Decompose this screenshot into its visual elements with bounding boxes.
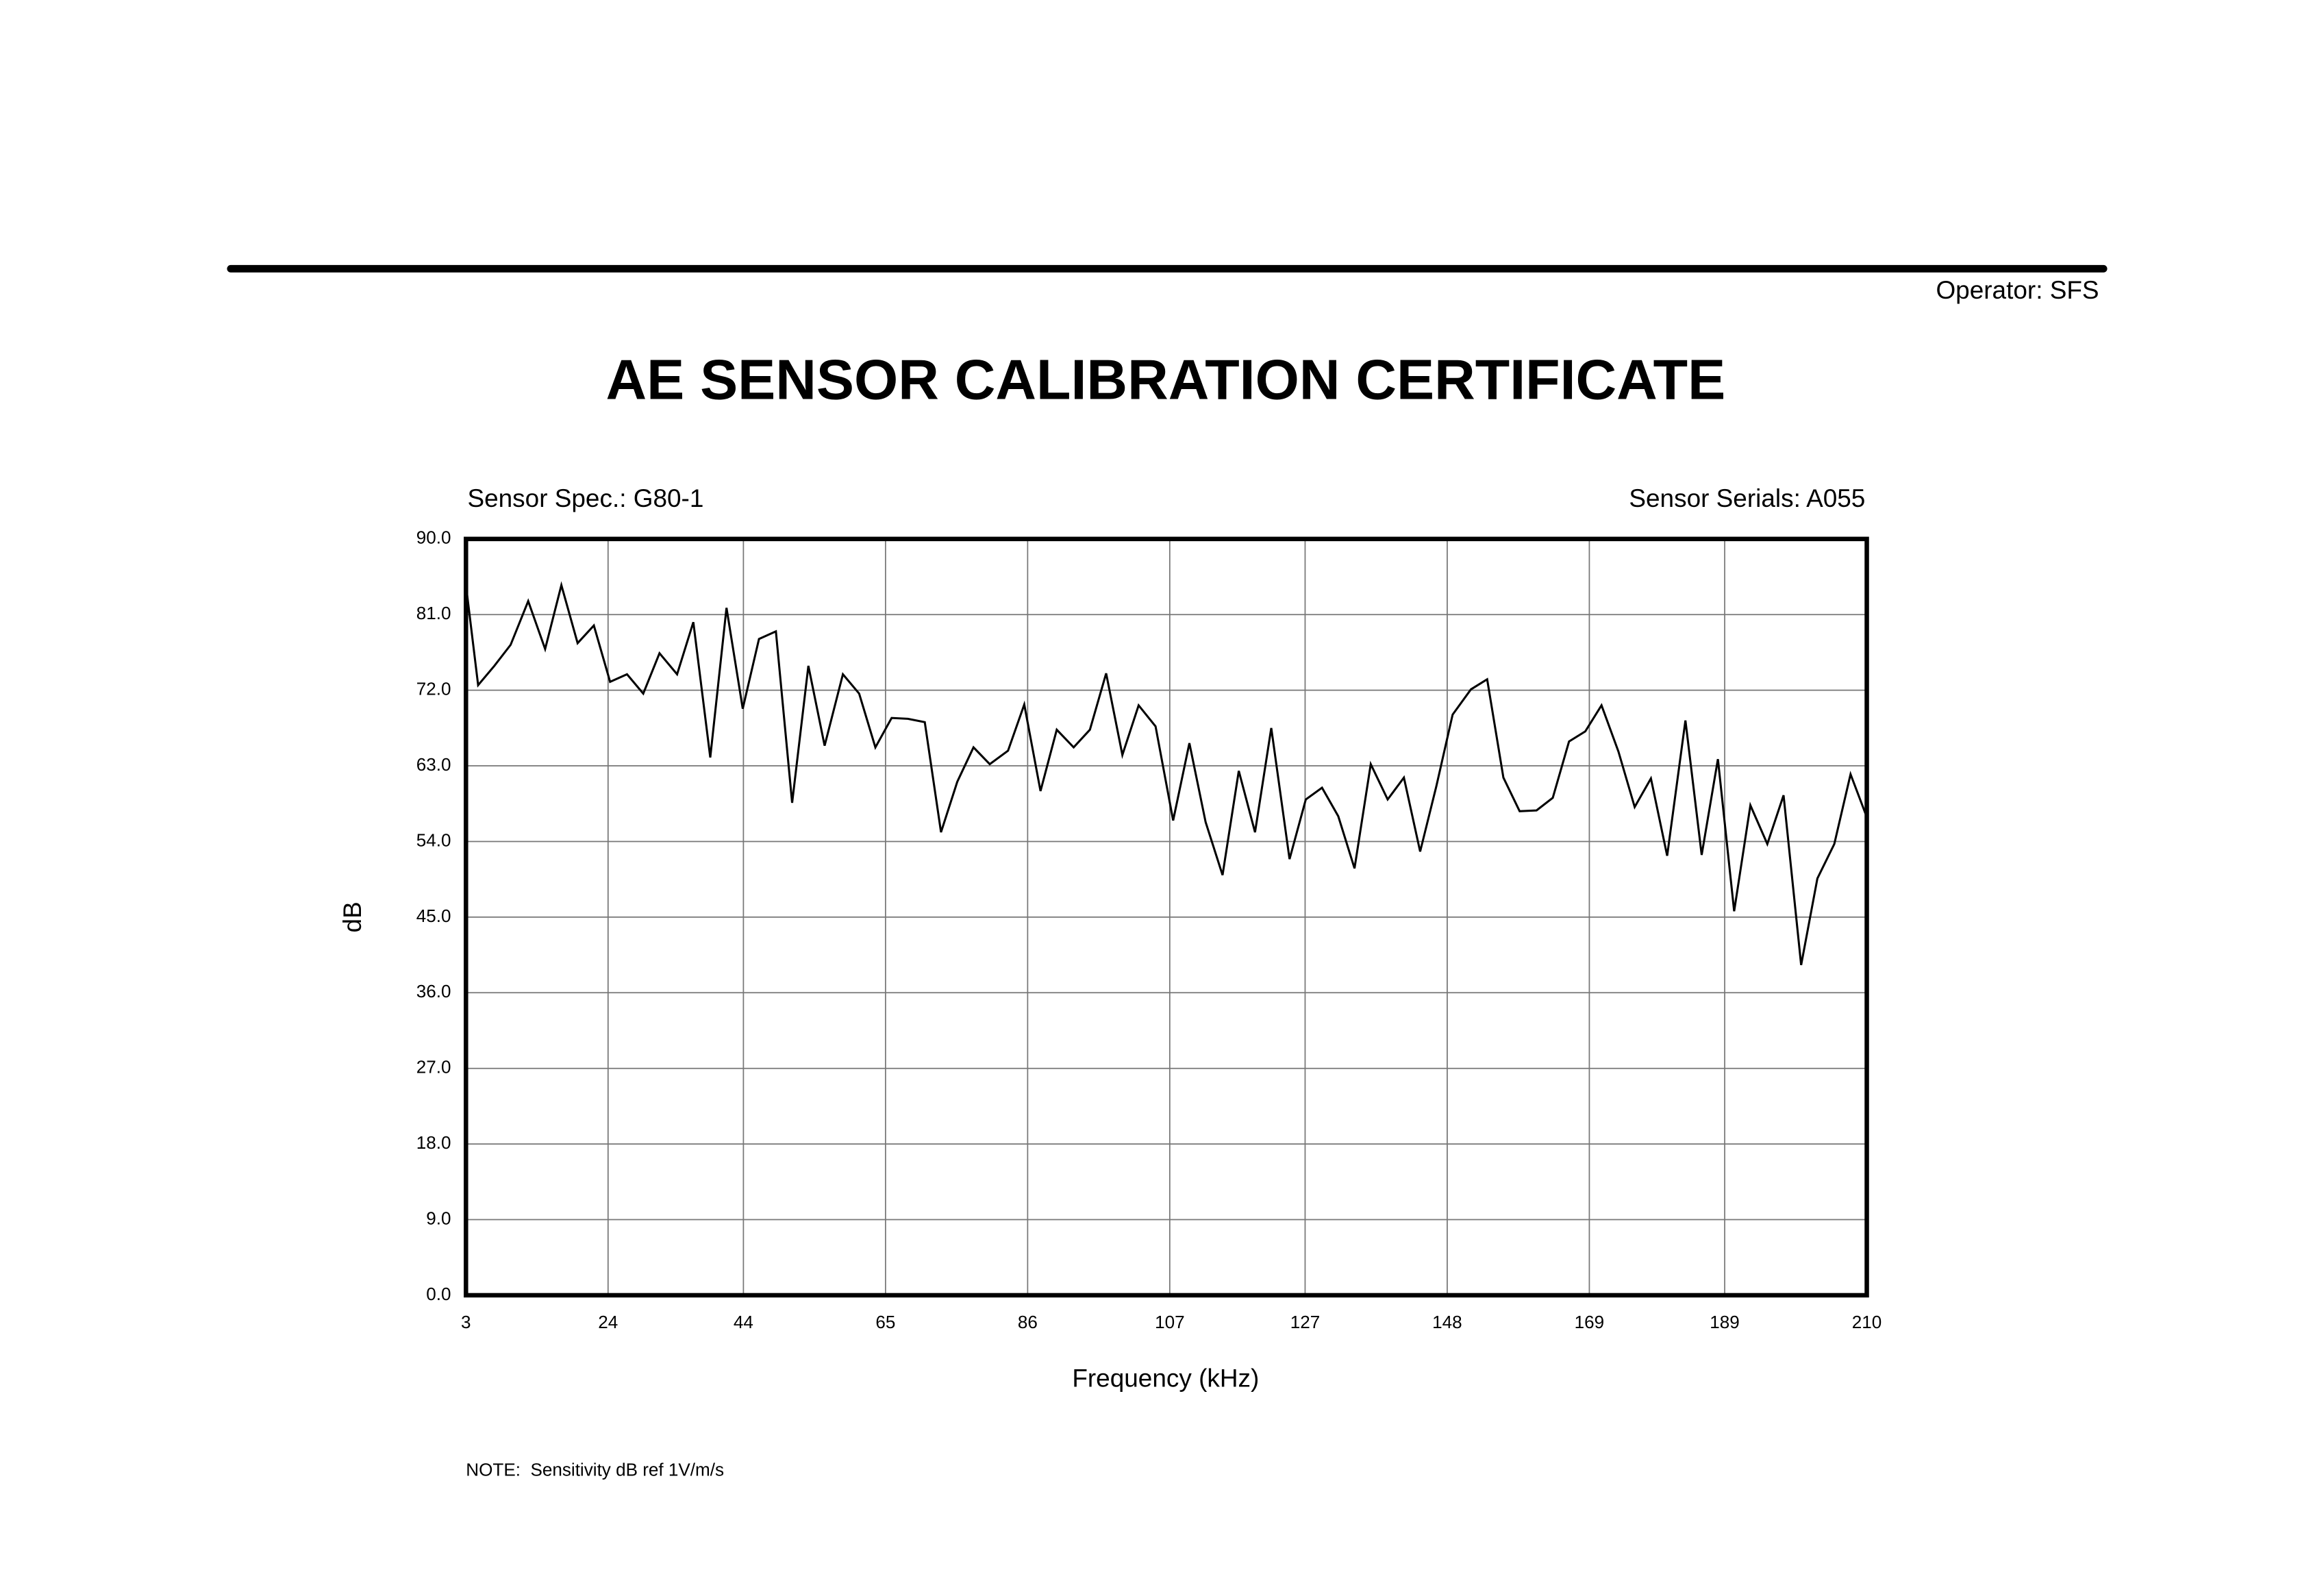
y-axis-label: dB — [338, 901, 366, 932]
x-tick-label: 86 — [1018, 1312, 1038, 1332]
y-tick-label: 9.0 — [426, 1208, 451, 1228]
x-tick-label: 107 — [1155, 1312, 1185, 1332]
sensor-serials: Sensor Serials: A055 — [1629, 484, 1865, 512]
x-tick-label: 127 — [1290, 1312, 1321, 1332]
y-tick-label: 90.0 — [416, 527, 451, 548]
sensor-spec: Sensor Spec.: G80-1 — [467, 484, 703, 512]
y-tick-label: 45.0 — [416, 906, 451, 926]
x-tick-label: 169 — [1575, 1312, 1605, 1332]
y-tick-label: 0.0 — [426, 1284, 451, 1304]
x-tick-label: 148 — [1432, 1312, 1462, 1332]
x-tick-label: 3 — [461, 1312, 471, 1332]
chart-title: AE SENSOR CALIBRATION CERTIFICATE — [605, 348, 1725, 412]
plot-border — [464, 536, 1869, 1298]
x-tick-label: 24 — [598, 1312, 618, 1332]
y-tick-label: 63.0 — [416, 754, 451, 775]
y-tick-label: 54.0 — [416, 830, 451, 850]
y-tick-label: 18.0 — [416, 1132, 451, 1153]
note: NOTE: Sensitivity dB ref 1V/m/s — [466, 1459, 724, 1480]
x-tick-label: 210 — [1852, 1312, 1882, 1332]
x-axis-label: Frequency (kHz) — [1072, 1364, 1259, 1393]
y-tick-label: 81.0 — [416, 603, 451, 623]
x-tick-label: 65 — [875, 1312, 895, 1332]
y-tick-label: 72.0 — [416, 679, 451, 699]
operator: Operator: SFS — [1936, 276, 2099, 304]
x-tick-label: 44 — [734, 1312, 753, 1332]
y-tick-label: 36.0 — [416, 981, 451, 1001]
data-line — [464, 581, 1868, 966]
x-tick-label: 189 — [1710, 1312, 1740, 1332]
y-tick-label: 27.0 — [416, 1057, 451, 1077]
